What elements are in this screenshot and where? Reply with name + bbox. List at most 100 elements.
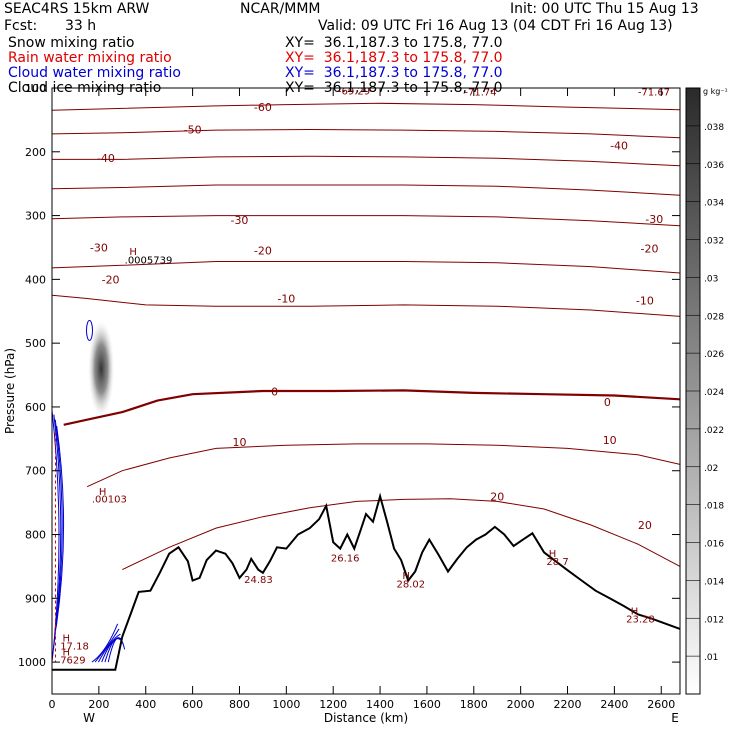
field-xy-cloud-water: XY= 36.1,187.3 to 175.8, 77.0 — [285, 65, 503, 81]
colorbar-label-14: .038 — [704, 123, 724, 133]
annotation-2: H — [99, 487, 107, 498]
annotation-10: 28.02 — [396, 579, 425, 590]
x-tick-label-12: 2400 — [600, 698, 628, 711]
annotation-4: -69.29 — [338, 86, 370, 97]
x-tick-label-7: 1400 — [366, 698, 394, 711]
colorbar-label-11: .032 — [704, 237, 724, 247]
isotherm-label-5-0: -10 — [277, 293, 295, 306]
isotherm-label-4-2: -20 — [641, 243, 659, 256]
cloud-water-contour-upper — [85, 319, 93, 341]
colorbar-unit: g kg⁻¹ — [703, 87, 728, 96]
field-name-rain: Rain water mixing ratio — [8, 50, 172, 66]
east-label: E — [671, 711, 679, 725]
annotation-14: 23.28 — [626, 615, 655, 626]
annotation-16: 17.18 — [60, 641, 89, 652]
colorbar-label-10: .03 — [704, 274, 718, 284]
isotherm-9 — [122, 498, 681, 571]
model-title: SEAC4RS 15km ARW — [4, 1, 150, 17]
isotherm-label-7-0: 0 — [271, 386, 278, 399]
field-xy-rain: XY= 36.1,187.3 to 175.8, 77.0 — [285, 50, 503, 66]
annotation-12: 28.7 — [546, 557, 568, 568]
x-tick-label-0: 0 — [49, 698, 56, 711]
cloud-water-lowlevel-2 — [97, 633, 121, 663]
x-tick-label-10: 2000 — [507, 698, 535, 711]
fcst-label: Fcst: — [4, 18, 38, 34]
annotation-5: -71.74 — [464, 88, 496, 99]
isotherm-6 — [51, 294, 681, 317]
cloud-water-contour-2 — [54, 419, 63, 637]
isotherm-label-5-1: -10 — [636, 294, 654, 307]
x-axis-label: Distance (km) — [324, 711, 408, 725]
cloud-water-lowlevel-5 — [107, 637, 126, 663]
y-tick-label-8: 1000 — [18, 656, 46, 669]
colorbar-label-1: .012 — [704, 615, 724, 625]
colorbar-label-3: .016 — [704, 540, 724, 550]
annotation-7: 24.83 — [244, 575, 273, 586]
annotation-0: H — [129, 247, 137, 258]
x-tick-label-11: 2200 — [554, 698, 582, 711]
fcst-value: 33 h — [65, 18, 97, 34]
init-time: Init: 00 UTC Thu 15 Aug 13 — [510, 1, 699, 17]
isotherm-label-2-0: -40 — [97, 152, 115, 165]
colorbar-label-0: .01 — [704, 653, 718, 663]
valid-time: Valid: 09 UTC Fri 16 Aug 13 (04 CDT Fri … — [318, 18, 673, 34]
y-tick-label-0: 200 — [25, 146, 46, 159]
annotation-9: H — [402, 571, 410, 582]
field-name-cloud-water: Cloud water mixing ratio — [8, 65, 181, 81]
isotherm-label-3-1: -30 — [230, 214, 248, 227]
isotherm-label-3-2: -30 — [645, 213, 663, 226]
isotherm-2 — [52, 155, 681, 167]
isotherm-label-1-0: -50 — [184, 123, 202, 136]
isotherm-label-4-0: -20 — [102, 273, 120, 286]
annotation-3: .00103 — [92, 495, 127, 506]
cloud-water-contour-3 — [55, 426, 65, 628]
isotherm-label-3-0: -30 — [90, 241, 108, 254]
isotherm-3 — [51, 184, 681, 196]
y-tick-label-5: 700 — [25, 465, 46, 478]
snow-mixing-maximum — [88, 320, 115, 417]
cloud-water-lowlevel-0 — [91, 623, 119, 663]
annotation-1: .0005739 — [125, 255, 173, 266]
x-tick-label-2: 400 — [135, 698, 156, 711]
y-axis-label: Pressure (hPa) — [3, 348, 17, 434]
y-tick-label-1: 300 — [25, 210, 46, 223]
field-name-snow: Snow mixing ratio — [8, 35, 135, 51]
y-tick-label-2: 400 — [25, 273, 46, 286]
isotherm-label-7-1: 0 — [604, 396, 611, 409]
x-tick-label-8: 1600 — [413, 698, 441, 711]
colorbar-label-5: .02 — [704, 464, 718, 474]
isotherm-8 — [86, 443, 681, 488]
west-label: W — [83, 711, 95, 725]
terrain-line — [52, 492, 681, 671]
plot-frame — [51, 87, 681, 695]
y-tick-label-6: 800 — [25, 529, 46, 542]
x-tick-label-13: 2600 — [647, 698, 675, 711]
x-tick-label-9: 1800 — [460, 698, 488, 711]
colorbar-label-7: .024 — [704, 388, 724, 398]
annotation-8: 26.16 — [331, 553, 360, 564]
center-name: NCAR/MMM — [240, 1, 321, 17]
y-tick-label-3: 500 — [25, 337, 46, 350]
x-tick-label-3: 600 — [182, 698, 203, 711]
colorbar-label-12: .034 — [704, 199, 724, 209]
colorbar-label-4: .018 — [704, 502, 724, 512]
isotherm-0 — [51, 102, 681, 111]
isotherm-label-9-1: 20 — [638, 519, 652, 532]
colorbar-label-2: .014 — [704, 577, 724, 587]
x-tick-label-6: 1200 — [319, 698, 347, 711]
annotation-18: 7629 — [60, 655, 85, 666]
isotherm-label-4-1: -20 — [254, 245, 272, 258]
x-tick-label-1: 200 — [88, 698, 109, 711]
x-tick-label-5: 1000 — [272, 698, 300, 711]
field-xy-snow: XY= 36.1,187.3 to 175.8, 77.0 — [285, 35, 503, 51]
annotation-11: H — [549, 549, 557, 560]
colorbar-label-8: .026 — [704, 350, 724, 360]
cloud-water-lowlevel-1 — [94, 628, 120, 663]
y-tick-label-7: 900 — [25, 592, 46, 605]
y-tick-label-top: 100 — [25, 82, 46, 95]
annotation-6: -71.67 — [638, 88, 670, 99]
isotherm-label-9-0: 20 — [490, 490, 504, 503]
colorbar-label-6: .022 — [704, 426, 724, 436]
